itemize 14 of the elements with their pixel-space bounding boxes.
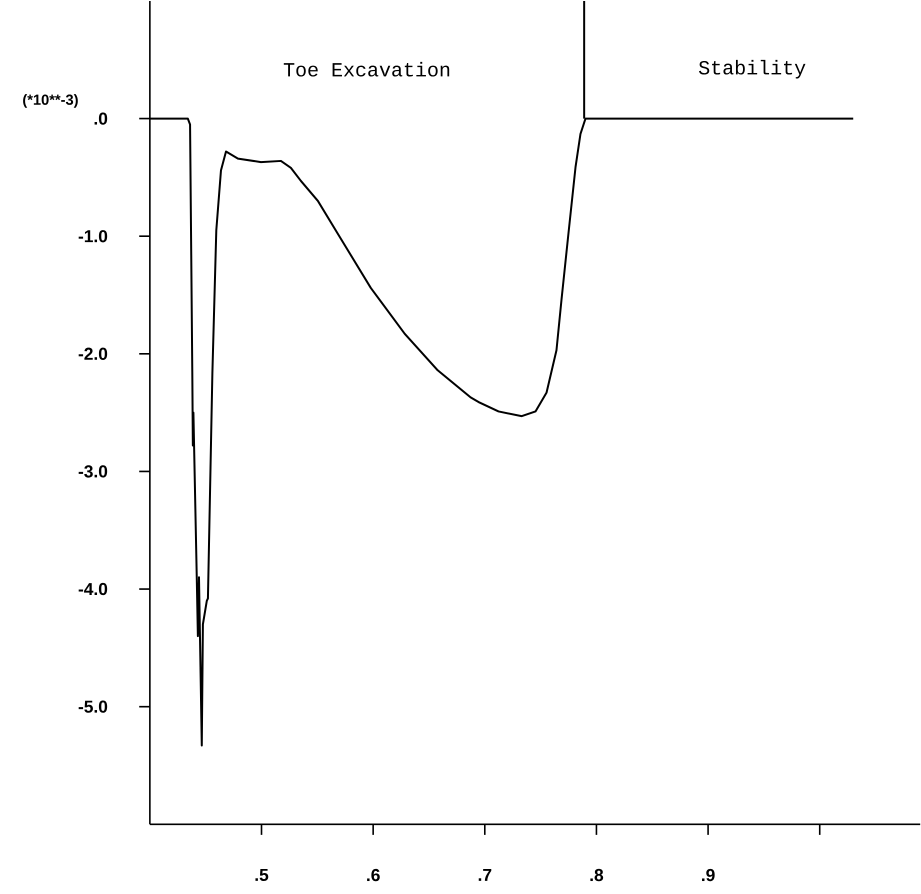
- annotation: Toe Excavation: [284, 62, 450, 76]
- x-tick-label: .7: [478, 868, 492, 881]
- y-tick-label: -2.0: [78, 348, 108, 360]
- y-tick-label: .0: [94, 112, 108, 125]
- x-tick-label: .8: [590, 868, 604, 882]
- x-tick-label: .6: [367, 868, 380, 882]
- y-tick-label: -1.0: [78, 230, 108, 242]
- y-tick-label: -5.0: [78, 700, 108, 713]
- y-tick-label: -3.0: [78, 465, 108, 478]
- annotation: Stability: [698, 60, 806, 78]
- x-tick-label: .9: [702, 868, 715, 882]
- y-tick-label: -4.0: [78, 582, 108, 596]
- x-tick-label: .5: [255, 868, 268, 881]
- y-axis-title: (*10**-3): [23, 94, 78, 108]
